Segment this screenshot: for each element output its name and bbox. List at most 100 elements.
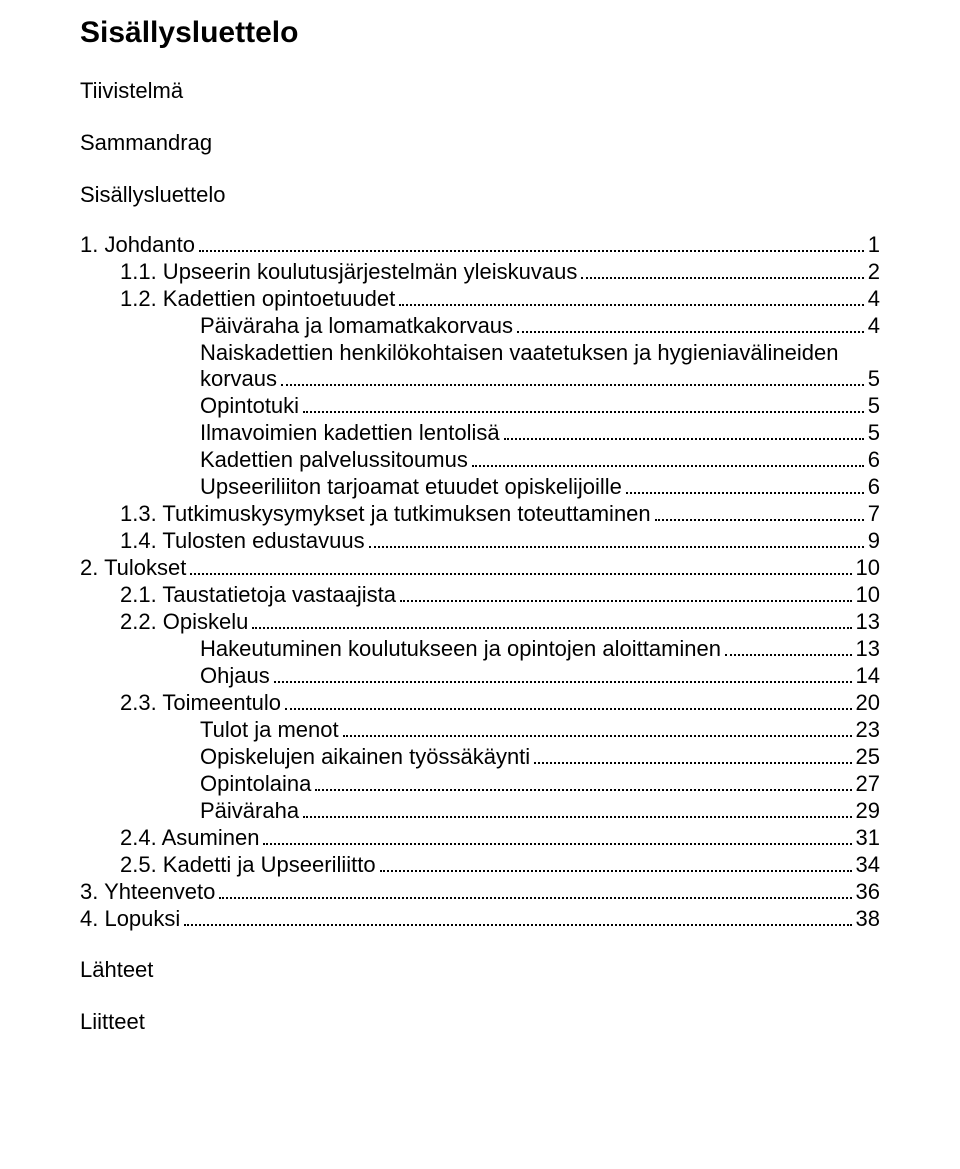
- toc-page: 13: [856, 611, 880, 633]
- toc-leader: [252, 615, 851, 629]
- toc-entry: Opiskelujen aikainen työssäkäynti 25: [80, 746, 880, 769]
- toc-leader: [655, 507, 864, 521]
- toc-leader: [303, 804, 851, 818]
- toc-label: Tulot ja menot: [200, 719, 339, 741]
- toc-label: Ohjaus: [200, 665, 270, 687]
- toc-page: 27: [856, 773, 880, 795]
- toc-page: 4: [868, 315, 880, 337]
- toc-entry: 2. Tulokset 10: [80, 557, 880, 580]
- toc-entry: Opintotuki 5: [80, 395, 880, 418]
- toc-page: 2: [868, 261, 880, 283]
- toc-entry: 1.1. Upseerin koulutusjärjestelmän yleis…: [80, 261, 880, 284]
- toc-leader: [184, 912, 851, 926]
- toc-label: Upseeriliiton tarjoamat etuudet opiskeli…: [200, 476, 622, 498]
- toc-page: 5: [868, 395, 880, 417]
- toc-leader: [725, 642, 852, 656]
- document-page: Sisällysluettelo Tiivistelmä Sammandrag …: [0, 0, 960, 1075]
- toc-leader: [380, 858, 852, 872]
- toc-label: Päiväraha: [200, 800, 299, 822]
- toc-page: 7: [868, 503, 880, 525]
- toc-entry: 2.2. Opiskelu 13: [80, 611, 880, 634]
- toc-entry: 3. Yhteenveto 36: [80, 881, 880, 904]
- toc-entry: 2.3. Toimeentulo 20: [80, 692, 880, 715]
- toc-entry: Tulot ja menot 23: [80, 719, 880, 742]
- toc-label: 2.4. Asuminen: [120, 827, 259, 849]
- toc-leader: [534, 750, 851, 764]
- toc-leader: [472, 453, 864, 467]
- toc-leader: [400, 588, 852, 602]
- toc-label: 2.5. Kadetti ja Upseeriliitto: [120, 854, 376, 876]
- toc-leader: [315, 777, 851, 791]
- toc-page: 5: [868, 368, 880, 390]
- toc-entry: 1. Johdanto 1: [80, 234, 880, 257]
- toc-leader: [343, 723, 852, 737]
- toc-page: 9: [868, 530, 880, 552]
- toc-entry: Upseeriliiton tarjoamat etuudet opiskeli…: [80, 476, 880, 499]
- toc-entry: 1.3. Tutkimuskysymykset ja tutkimuksen t…: [80, 503, 880, 526]
- toc-entry: 2.1. Taustatietoja vastaajista 10: [80, 584, 880, 607]
- front-matter-item: Sisällysluettelo: [80, 182, 880, 208]
- toc-page: 23: [856, 719, 880, 741]
- front-matter-item: Sammandrag: [80, 130, 880, 156]
- toc-entry: 4. Lopuksi 38: [80, 908, 880, 931]
- back-matter-item: Liitteet: [80, 1009, 880, 1035]
- toc-label: 3. Yhteenveto: [80, 881, 215, 903]
- toc-entry: 2.4. Asuminen 31: [80, 827, 880, 850]
- toc-leader: [285, 696, 851, 710]
- toc-leader: [303, 399, 864, 413]
- toc-leader: [399, 292, 864, 306]
- toc-label: 2.3. Toimeentulo: [120, 692, 281, 714]
- toc-label: Kadettien palvelussitoumus: [200, 449, 468, 471]
- toc-label-line2: korvaus: [200, 368, 277, 390]
- front-matter: Tiivistelmä Sammandrag Sisällysluettelo: [80, 78, 880, 208]
- table-of-contents: 1. Johdanto 1 1.1. Upseerin koulutusjärj…: [80, 234, 880, 931]
- toc-page: 14: [856, 665, 880, 687]
- toc-leader: [369, 534, 864, 548]
- toc-label: 2.2. Opiskelu: [120, 611, 248, 633]
- toc-page: 29: [856, 800, 880, 822]
- toc-label: 2.1. Taustatietoja vastaajista: [120, 584, 396, 606]
- toc-label: Opintotuki: [200, 395, 299, 417]
- toc-leader: [504, 426, 864, 440]
- toc-label: 2. Tulokset: [80, 557, 186, 579]
- toc-page: 10: [856, 557, 880, 579]
- toc-label-line1: Naiskadettien henkilökohtaisen vaatetuks…: [200, 342, 838, 364]
- toc-page: 36: [856, 881, 880, 903]
- toc-entry: Naiskadettien henkilökohtaisen vaatetuks…: [80, 342, 880, 364]
- toc-entry: 1.4. Tulosten edustavuus 9: [80, 530, 880, 553]
- toc-label: 1.2. Kadettien opintoetuudet: [120, 288, 395, 310]
- page-title: Sisällysluettelo: [80, 16, 880, 50]
- toc-page: 4: [868, 288, 880, 310]
- back-matter-item: Lähteet: [80, 957, 880, 983]
- toc-page: 25: [856, 746, 880, 768]
- toc-page: 38: [856, 908, 880, 930]
- toc-page: 31: [856, 827, 880, 849]
- toc-page: 10: [856, 584, 880, 606]
- toc-entry: Ilmavoimien kadettien lentolisä 5: [80, 422, 880, 445]
- toc-label: Opintolaina: [200, 773, 311, 795]
- toc-leader: [281, 372, 864, 386]
- toc-entry: Opintolaina 27: [80, 773, 880, 796]
- toc-page: 13: [856, 638, 880, 660]
- toc-leader: [219, 885, 851, 899]
- back-matter: Lähteet Liitteet: [80, 957, 880, 1035]
- front-matter-item: Tiivistelmä: [80, 78, 880, 104]
- toc-entry: 2.5. Kadetti ja Upseeriliitto 34: [80, 854, 880, 877]
- toc-leader: [517, 319, 864, 333]
- toc-label: 1.3. Tutkimuskysymykset ja tutkimuksen t…: [120, 503, 651, 525]
- toc-page: 5: [868, 422, 880, 444]
- toc-page: 6: [868, 449, 880, 471]
- toc-label: 1.4. Tulosten edustavuus: [120, 530, 365, 552]
- toc-label: 4. Lopuksi: [80, 908, 180, 930]
- toc-leader: [274, 669, 852, 683]
- toc-entry-cont: korvaus 5: [80, 368, 880, 391]
- toc-entry: Päiväraha ja lomamatkakorvaus 4: [80, 315, 880, 338]
- toc-entry: Hakeutuminen koulutukseen ja opintojen a…: [80, 638, 880, 661]
- toc-leader: [190, 561, 851, 575]
- toc-page: 6: [868, 476, 880, 498]
- toc-entry: Ohjaus 14: [80, 665, 880, 688]
- toc-page: 34: [856, 854, 880, 876]
- toc-label: Hakeutuminen koulutukseen ja opintojen a…: [200, 638, 721, 660]
- toc-leader: [263, 831, 851, 845]
- toc-label: 1. Johdanto: [80, 234, 195, 256]
